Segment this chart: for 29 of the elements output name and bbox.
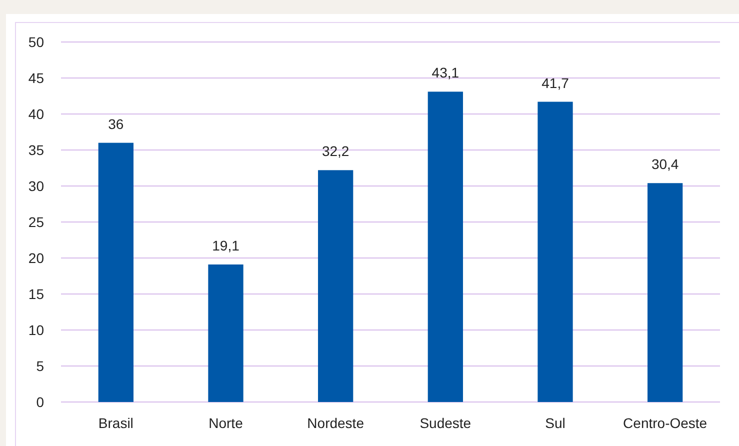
data-label: 43,1: [432, 64, 460, 81]
y-tick-label: 40: [28, 106, 44, 122]
y-tick-label: 30: [28, 178, 44, 194]
y-tick-label: 5: [36, 358, 44, 374]
x-tick-label: Nordeste: [307, 415, 364, 431]
x-tick-label: Sul: [545, 415, 566, 431]
data-label: 19,1: [212, 237, 240, 254]
y-tick-label: 0: [36, 394, 44, 410]
y-tick-label: 10: [28, 322, 44, 338]
x-tick-label: Sudeste: [420, 415, 472, 431]
y-tick-label: 45: [28, 70, 44, 86]
bar: [538, 102, 573, 402]
bar: [428, 92, 463, 402]
bar: [318, 170, 354, 402]
data-label: 32,2: [322, 143, 350, 160]
x-tick-label: Norte: [208, 415, 244, 431]
y-tick-label: 20: [28, 250, 44, 266]
x-tick-label: Centro-Oeste: [623, 415, 708, 431]
y-tick-label: 25: [28, 214, 44, 230]
bar: [208, 264, 244, 402]
data-label: 30,4: [651, 156, 679, 172]
y-tick-label: 15: [28, 286, 44, 302]
y-tick-label: 35: [28, 142, 44, 158]
data-label: 41,7: [542, 74, 570, 91]
bar: [648, 183, 683, 402]
bar: [98, 142, 134, 402]
y-tick-label: 50: [28, 34, 44, 50]
x-tick-label: Brasil: [98, 415, 134, 431]
data-label: 36: [108, 116, 124, 132]
